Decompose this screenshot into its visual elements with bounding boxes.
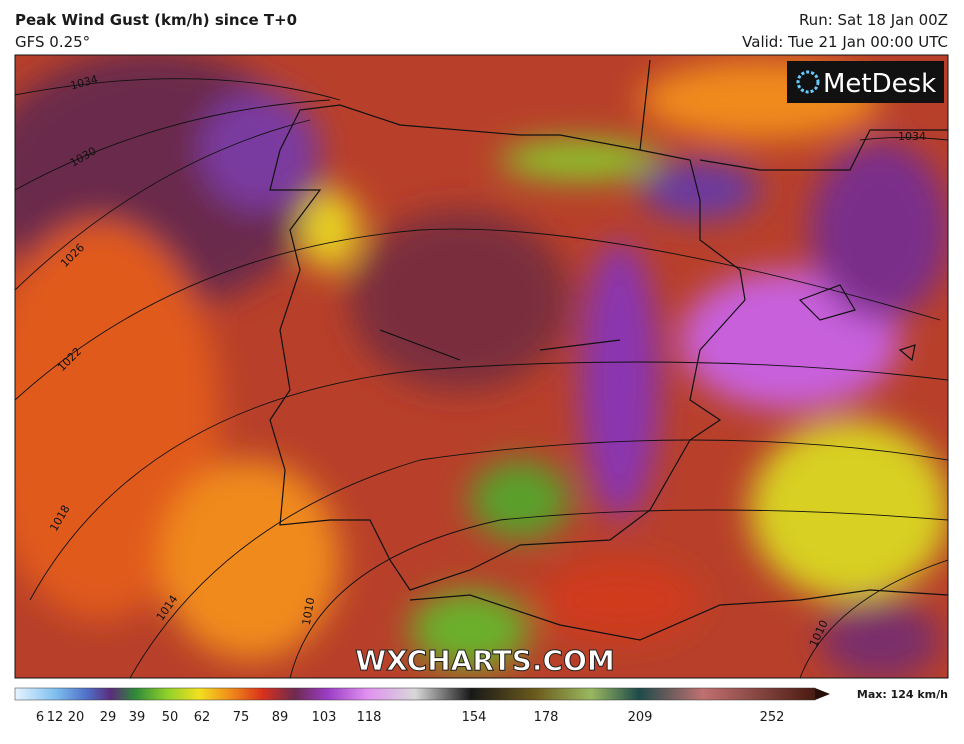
logo: MetDesk: [787, 61, 944, 103]
colorbar-tick-label: 154: [462, 710, 487, 725]
colorbar-tick-label: 75: [233, 710, 250, 725]
colorbar-tick-label: 89: [272, 710, 289, 725]
isobar-label: 1010: [300, 596, 318, 626]
colorbar-arrow: [815, 688, 830, 700]
colorbar-tick-label: 209: [628, 710, 653, 725]
colorbar-tick-label: 39: [129, 710, 146, 725]
watermark: WXCHARTS.COM: [355, 644, 615, 677]
colorbar-tick-label: 50: [162, 710, 179, 725]
colorbar: [14, 687, 816, 701]
colorbar-tick-label: 20: [68, 710, 85, 725]
colorbar-tick-label: 252: [760, 710, 785, 725]
colorbar-tick-label: 103: [312, 710, 337, 725]
logo-text: MetDesk: [823, 69, 936, 99]
max-label: Max: 124 km/h: [857, 688, 948, 701]
colorbar-tick-label: 29: [100, 710, 117, 725]
colorbar-tick-label: 178: [534, 710, 559, 725]
colorbar-tick-label: 12: [47, 710, 64, 725]
isobar-label: 1034: [898, 130, 926, 143]
run-time: Run: Sat 18 Jan 00Z: [799, 11, 948, 29]
valid-time: Valid: Tue 21 Jan 00:00 UTC: [742, 33, 948, 51]
colorbar-tick-label: 6: [36, 710, 44, 725]
title: Peak Wind Gust (km/h) since T+0: [15, 11, 297, 29]
subtitle: GFS 0.25°: [15, 33, 90, 51]
map-frame: [14, 54, 949, 679]
colorbar-tick-label: 118: [357, 710, 382, 725]
colorbar-tick-label: 62: [194, 710, 211, 725]
